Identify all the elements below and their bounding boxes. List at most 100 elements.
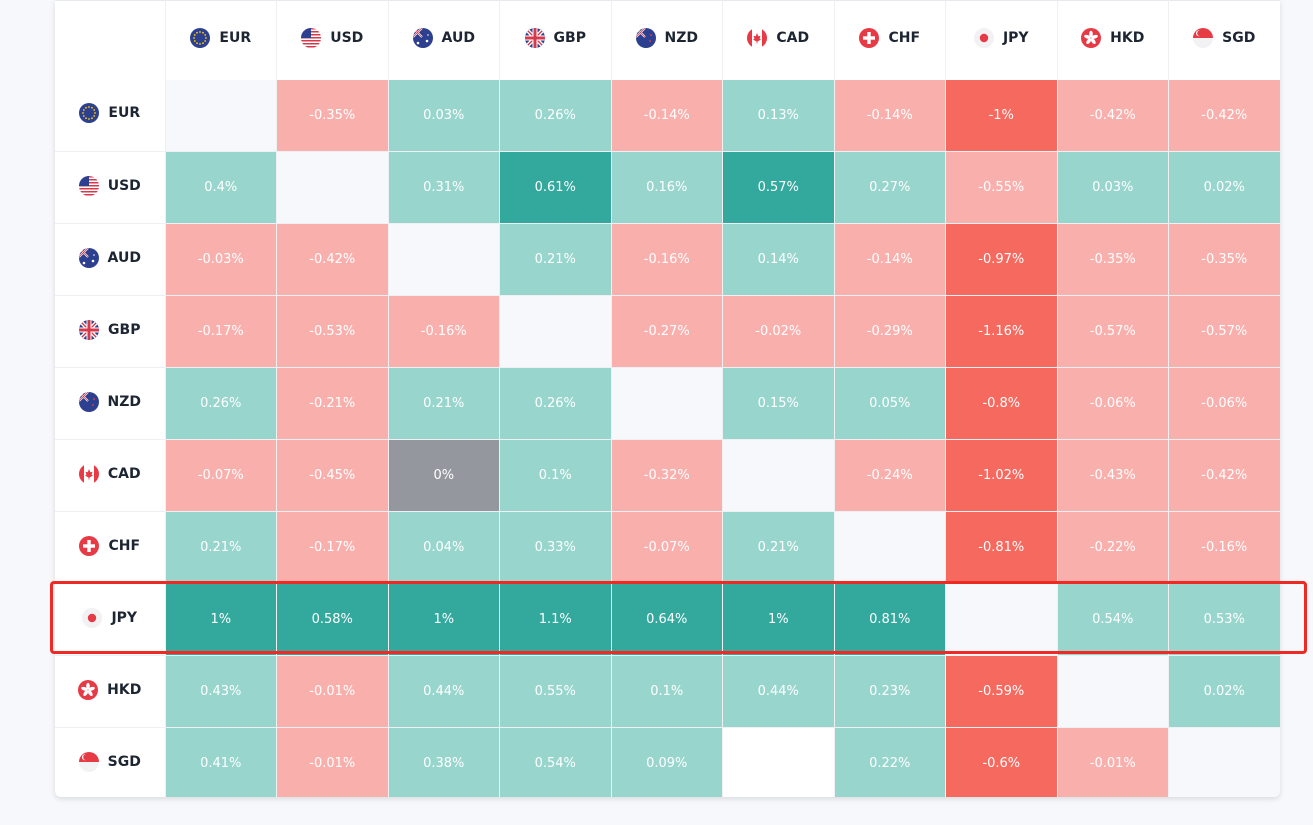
heatmap-cell[interactable]: 0.41% bbox=[165, 727, 277, 797]
heatmap-cell[interactable]: 0.27% bbox=[834, 151, 946, 224]
heatmap-cell[interactable]: 0.1% bbox=[499, 439, 612, 512]
heatmap-cell[interactable]: 0.26% bbox=[165, 367, 277, 440]
row-header-hkd[interactable]: HKD bbox=[55, 655, 166, 728]
heatmap-cell[interactable]: -0.59% bbox=[945, 655, 1058, 728]
heatmap-cell[interactable]: 0.02% bbox=[1168, 151, 1280, 224]
heatmap-cell[interactable]: -0.21% bbox=[276, 367, 389, 440]
heatmap-cell[interactable]: 0.38% bbox=[388, 727, 500, 797]
heatmap-cell[interactable]: 0.1% bbox=[611, 655, 723, 728]
heatmap-cell[interactable]: 0% bbox=[388, 439, 500, 512]
heatmap-cell[interactable]: -0.57% bbox=[1057, 295, 1169, 368]
column-header-usd[interactable]: USD bbox=[276, 0, 389, 80]
heatmap-cell[interactable] bbox=[1057, 655, 1169, 728]
heatmap-cell[interactable]: -1% bbox=[945, 79, 1058, 152]
row-header-eur[interactable]: EUR bbox=[55, 79, 166, 152]
heatmap-cell[interactable]: 0.02% bbox=[1168, 655, 1280, 728]
column-header-cad[interactable]: CAD bbox=[722, 0, 835, 80]
heatmap-cell[interactable] bbox=[165, 79, 277, 152]
heatmap-cell[interactable]: 0.64% bbox=[611, 583, 723, 656]
heatmap-cell[interactable]: 0.04% bbox=[388, 511, 500, 584]
heatmap-cell[interactable]: 0.03% bbox=[388, 79, 500, 152]
heatmap-cell[interactable]: -0.42% bbox=[1057, 79, 1169, 152]
heatmap-cell[interactable] bbox=[276, 151, 389, 224]
heatmap-cell[interactable]: 0.26% bbox=[499, 79, 612, 152]
heatmap-cell[interactable]: 0.21% bbox=[165, 511, 277, 584]
heatmap-cell[interactable]: 0.22% bbox=[834, 727, 946, 797]
heatmap-cell[interactable]: 0.21% bbox=[722, 511, 835, 584]
heatmap-cell[interactable]: 0.23% bbox=[834, 655, 946, 728]
column-header-jpy[interactable]: JPY bbox=[945, 0, 1058, 80]
heatmap-cell[interactable] bbox=[499, 295, 612, 368]
heatmap-cell[interactable]: 1.1% bbox=[499, 583, 612, 656]
heatmap-cell[interactable]: -0.35% bbox=[1168, 223, 1280, 296]
heatmap-cell[interactable] bbox=[722, 727, 835, 797]
heatmap-cell[interactable]: -0.17% bbox=[165, 295, 277, 368]
row-header-aud[interactable]: AUD bbox=[55, 223, 166, 296]
heatmap-cell[interactable]: -0.16% bbox=[611, 223, 723, 296]
heatmap-cell[interactable]: 0.43% bbox=[165, 655, 277, 728]
heatmap-cell[interactable]: 0.44% bbox=[722, 655, 835, 728]
heatmap-cell[interactable]: -0.01% bbox=[1057, 727, 1169, 797]
heatmap-cell[interactable]: 0.53% bbox=[1168, 583, 1280, 656]
row-header-nzd[interactable]: NZD bbox=[55, 367, 166, 440]
heatmap-cell[interactable]: 0.21% bbox=[388, 367, 500, 440]
heatmap-cell[interactable]: 0.13% bbox=[722, 79, 835, 152]
heatmap-cell[interactable]: -0.24% bbox=[834, 439, 946, 512]
heatmap-cell[interactable]: -0.06% bbox=[1057, 367, 1169, 440]
heatmap-cell[interactable]: 0.14% bbox=[722, 223, 835, 296]
heatmap-cell[interactable] bbox=[945, 583, 1058, 656]
heatmap-cell[interactable]: 1% bbox=[165, 583, 277, 656]
row-header-gbp[interactable]: GBP bbox=[55, 295, 166, 368]
heatmap-cell[interactable]: -0.07% bbox=[165, 439, 277, 512]
heatmap-cell[interactable]: 0.03% bbox=[1057, 151, 1169, 224]
heatmap-cell[interactable]: -0.32% bbox=[611, 439, 723, 512]
heatmap-cell[interactable]: -0.01% bbox=[276, 727, 389, 797]
heatmap-cell[interactable]: -0.14% bbox=[611, 79, 723, 152]
heatmap-cell[interactable]: 1% bbox=[388, 583, 500, 656]
heatmap-cell[interactable]: -0.42% bbox=[276, 223, 389, 296]
row-header-usd[interactable]: USD bbox=[55, 151, 166, 224]
column-header-aud[interactable]: AUD bbox=[388, 0, 500, 80]
heatmap-cell[interactable]: 0.55% bbox=[499, 655, 612, 728]
heatmap-cell[interactable] bbox=[834, 511, 946, 584]
heatmap-cell[interactable]: -0.42% bbox=[1168, 79, 1280, 152]
heatmap-cell[interactable]: -0.16% bbox=[1168, 511, 1280, 584]
heatmap-cell[interactable]: 0.31% bbox=[388, 151, 500, 224]
heatmap-cell[interactable]: -0.45% bbox=[276, 439, 389, 512]
column-header-chf[interactable]: CHF bbox=[834, 0, 946, 80]
heatmap-cell[interactable]: 0.09% bbox=[611, 727, 723, 797]
heatmap-cell[interactable]: 0.16% bbox=[611, 151, 723, 224]
heatmap-cell[interactable]: 0.57% bbox=[722, 151, 835, 224]
heatmap-cell[interactable]: -0.42% bbox=[1168, 439, 1280, 512]
column-header-nzd[interactable]: NZD bbox=[611, 0, 723, 80]
heatmap-cell[interactable]: -0.17% bbox=[276, 511, 389, 584]
heatmap-cell[interactable]: 1% bbox=[722, 583, 835, 656]
heatmap-cell[interactable]: 0.26% bbox=[499, 367, 612, 440]
heatmap-cell[interactable]: -0.35% bbox=[276, 79, 389, 152]
heatmap-cell[interactable]: 0.05% bbox=[834, 367, 946, 440]
heatmap-cell[interactable]: -0.57% bbox=[1168, 295, 1280, 368]
heatmap-cell[interactable]: -0.14% bbox=[834, 223, 946, 296]
heatmap-cell[interactable]: -0.43% bbox=[1057, 439, 1169, 512]
heatmap-cell[interactable]: 0.54% bbox=[1057, 583, 1169, 656]
heatmap-cell[interactable]: -0.07% bbox=[611, 511, 723, 584]
heatmap-cell[interactable]: -0.02% bbox=[722, 295, 835, 368]
heatmap-cell[interactable]: -0.01% bbox=[276, 655, 389, 728]
heatmap-cell[interactable] bbox=[388, 223, 500, 296]
column-header-gbp[interactable]: GBP bbox=[499, 0, 612, 80]
heatmap-cell[interactable]: -0.03% bbox=[165, 223, 277, 296]
column-header-hkd[interactable]: HKD bbox=[1057, 0, 1169, 80]
heatmap-cell[interactable]: -1.16% bbox=[945, 295, 1058, 368]
heatmap-cell[interactable]: -0.35% bbox=[1057, 223, 1169, 296]
heatmap-cell[interactable]: -0.27% bbox=[611, 295, 723, 368]
row-header-cad[interactable]: CAD bbox=[55, 439, 166, 512]
heatmap-cell[interactable] bbox=[1168, 727, 1280, 797]
heatmap-cell[interactable]: -0.97% bbox=[945, 223, 1058, 296]
heatmap-cell[interactable]: 0.15% bbox=[722, 367, 835, 440]
heatmap-cell[interactable]: 0.58% bbox=[276, 583, 389, 656]
heatmap-cell[interactable]: -0.16% bbox=[388, 295, 500, 368]
heatmap-cell[interactable]: 0.61% bbox=[499, 151, 612, 224]
heatmap-cell[interactable]: 0.54% bbox=[499, 727, 612, 797]
heatmap-cell[interactable]: -0.22% bbox=[1057, 511, 1169, 584]
row-header-chf[interactable]: CHF bbox=[55, 511, 166, 584]
